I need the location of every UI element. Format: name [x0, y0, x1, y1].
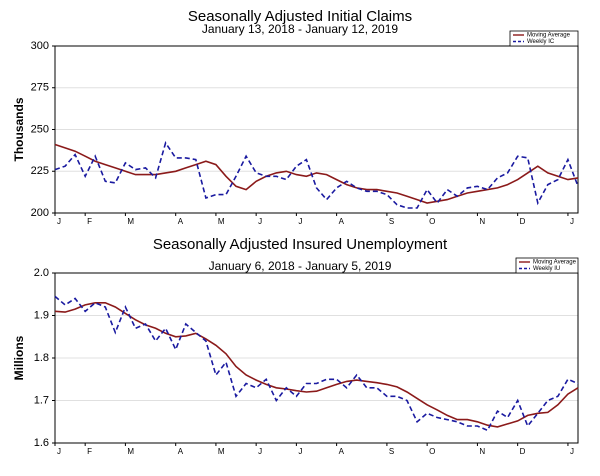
chart-subtitle: January 6, 2018 - January 5, 2019: [209, 259, 392, 273]
y-tick-label: 2.0: [34, 267, 49, 279]
x-tick-label: S: [389, 217, 394, 226]
x-tick-label: A: [178, 447, 184, 456]
x-tick-label: J: [57, 217, 61, 226]
series-line: [54, 143, 579, 204]
legend-label: Weekly IU: [533, 266, 560, 272]
x-tick-label: N: [479, 447, 485, 456]
x-tick-label: F: [87, 217, 92, 226]
x-tick-label: N: [479, 217, 485, 226]
x-tick-label: D: [520, 217, 526, 226]
y-tick-label: 1.8: [34, 352, 49, 364]
x-tick-label: M: [127, 447, 134, 456]
x-tick-label: O: [429, 447, 435, 456]
y-tick-label: 250: [31, 123, 49, 135]
x-tick-label: D: [520, 447, 526, 456]
chart-subtitle: January 13, 2018 - January 12, 2019: [202, 22, 398, 36]
x-tick-label: M: [127, 217, 134, 226]
chart-title: Seasonally Adjusted Initial Claims: [188, 8, 412, 25]
x-tick-label: J: [258, 447, 262, 456]
y-axis-label: Millions: [12, 335, 26, 380]
y-tick-label: 1.7: [34, 394, 49, 406]
legend-label: Moving Average: [527, 33, 571, 39]
x-tick-label: J: [57, 447, 61, 456]
x-tick-label: S: [389, 447, 394, 456]
x-tick-label: M: [218, 217, 225, 226]
legend-box: [509, 30, 579, 47]
x-tick-label: J: [258, 217, 262, 226]
y-tick-label: 1.9: [34, 309, 49, 321]
x-tick-label: J: [570, 217, 574, 226]
chart-title: Seasonally Adjusted Insured Unemployment: [153, 236, 448, 253]
y-tick-label: 300: [31, 40, 49, 52]
y-tick-label: 200: [31, 207, 49, 219]
plot-frame: [54, 45, 579, 214]
y-tick-label: 225: [31, 165, 49, 177]
series-line: [54, 295, 579, 432]
series-line: [54, 141, 579, 209]
x-tick-label: J: [298, 447, 302, 456]
x-tick-label: A: [339, 447, 345, 456]
legend-label: Moving Average: [533, 260, 577, 266]
legend-box: [515, 257, 579, 274]
x-tick-label: J: [570, 447, 574, 456]
plot-frame: [54, 272, 579, 444]
series-line: [54, 302, 579, 428]
x-tick-label: A: [178, 217, 184, 226]
y-tick-label: 1.6: [34, 437, 49, 449]
y-axis-label: Thousands: [12, 97, 26, 161]
x-tick-label: F: [87, 447, 92, 456]
x-tick-label: M: [218, 447, 225, 456]
x-tick-label: O: [429, 217, 435, 226]
y-tick-label: 275: [31, 82, 49, 94]
legend-label: Weekly IC: [527, 39, 555, 45]
x-tick-label: A: [339, 217, 345, 226]
x-tick-label: J: [298, 217, 302, 226]
